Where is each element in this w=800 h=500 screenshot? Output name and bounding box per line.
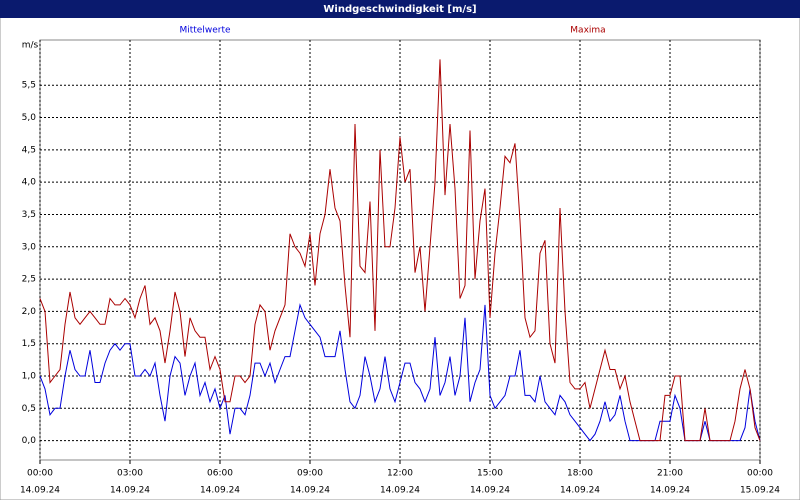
x-tick-date: 14.09.24 [380,486,420,496]
x-tick-date: 14.09.24 [290,486,330,496]
x-tick-label: 00:00 [27,469,53,479]
chart-title: Windgeschwindigkeit [m/s] [323,4,476,15]
y-tick-label: 0,0 [22,436,37,446]
y-tick-label: 4,5 [22,145,36,155]
x-tick-date: 14.09.24 [470,486,510,496]
y-tick-label: 0,5 [22,404,36,414]
x-tick-label: 06:00 [207,469,233,479]
x-tick-label: 03:00 [117,469,143,479]
y-tick-label: 2,5 [22,275,36,285]
legend-entry: Mittelwerte [179,26,230,36]
data-line [39,59,761,442]
x-tick-date: 14.09.24 [200,486,240,496]
y-tick-label: 2,0 [22,307,37,317]
x-tick-label: 00:00 [747,469,773,479]
y-tick-label: 5,5 [22,81,36,91]
x-tick-date: 14.09.24 [650,486,690,496]
x-tick-label: 21:00 [657,469,683,479]
x-tick-label: 15:00 [477,469,503,479]
y-tick-label: 3,0 [22,242,37,252]
x-tick-date: 15.09.24 [740,486,780,496]
y-tick-label: 1,0 [22,372,37,382]
y-tick-label: 3,5 [22,210,36,220]
y-tick-label: 5,0 [22,113,37,123]
title-bar [0,0,800,18]
x-tick-date: 14.09.24 [110,486,150,496]
x-tick-date: 14.09.24 [560,486,600,496]
y-axis-label: m/s [22,41,39,51]
x-tick-date: 14.09.24 [20,486,60,496]
x-tick-label: 12:00 [387,469,413,479]
y-tick-label: 1,5 [22,339,36,349]
legend-entry: Maxima [570,26,605,36]
x-tick-label: 18:00 [567,469,593,479]
y-tick-label: 4,0 [22,178,37,188]
x-tick-label: 09:00 [297,469,323,479]
